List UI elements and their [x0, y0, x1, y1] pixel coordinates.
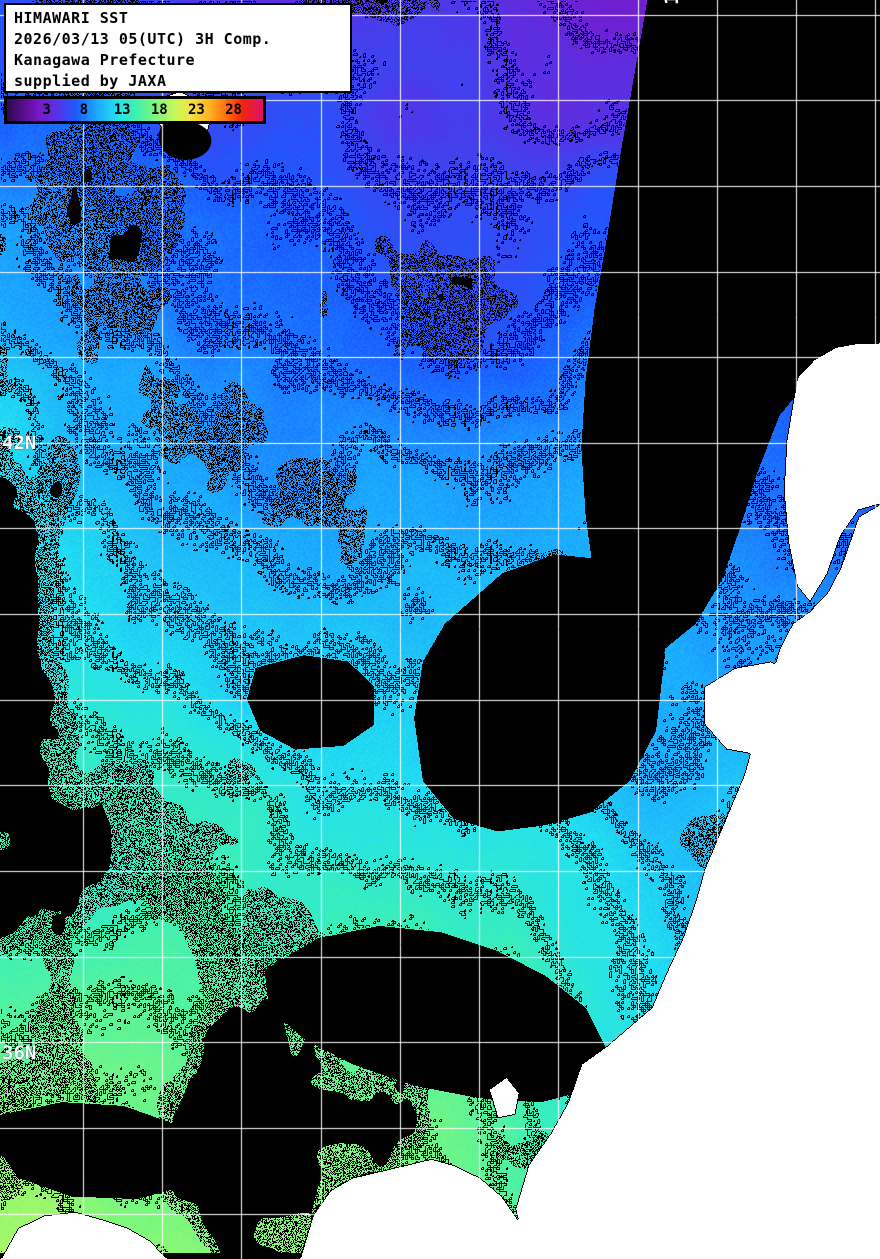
map-info-box: HIMAWARI SST 2026/03/13 05(UTC) 3H Comp.… — [4, 3, 352, 93]
colorbar-tick-23: 23 — [188, 102, 205, 118]
info-datetime: 2026/03/13 05(UTC) 3H Comp. — [14, 30, 272, 48]
info-region: Kanagawa Prefecture — [14, 51, 196, 69]
colorbar-tick-28: 28 — [225, 102, 242, 118]
info-supplier: supplied by JAXA — [14, 72, 167, 90]
info-title: HIMAWARI SST — [14, 9, 129, 27]
lat-label-36N: 36N — [2, 1042, 37, 1064]
colorbar-gradient — [7, 99, 263, 121]
colorbar-tick-8: 8 — [79, 102, 89, 118]
lon-label-138E: 138E — [661, 0, 683, 5]
colorbar-tick-13: 13 — [113, 102, 131, 118]
colorbar-tick-3: 3 — [42, 102, 51, 118]
colorbar-tick-18: 18 — [150, 102, 168, 118]
lat-label-42N: 42N — [2, 432, 37, 454]
colorbar: 3 8 13 18 23 28 — [4, 96, 266, 124]
